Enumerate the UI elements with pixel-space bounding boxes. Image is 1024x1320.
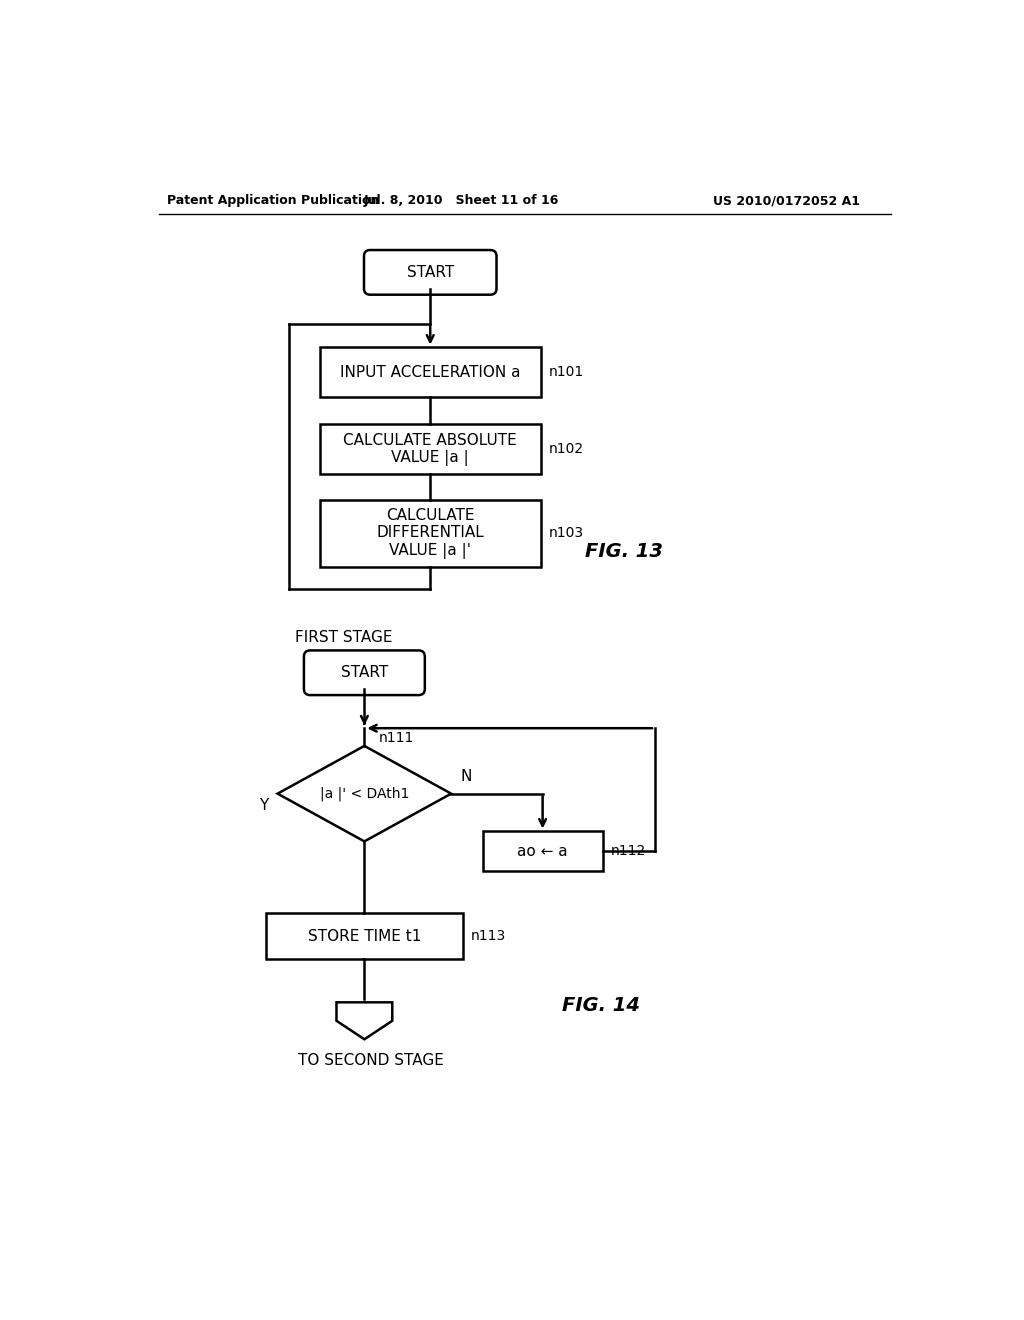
Text: FIG. 13: FIG. 13 [586, 541, 664, 561]
Text: Y: Y [259, 797, 268, 813]
Text: CALCULATE
DIFFERENTIAL
VALUE |a |': CALCULATE DIFFERENTIAL VALUE |a |' [377, 508, 484, 558]
Text: Jul. 8, 2010   Sheet 11 of 16: Jul. 8, 2010 Sheet 11 of 16 [364, 194, 559, 207]
Polygon shape [278, 746, 452, 841]
Text: TO SECOND STAGE: TO SECOND STAGE [299, 1053, 444, 1068]
Bar [319, 499, 541, 568]
Text: START: START [407, 265, 454, 280]
FancyBboxPatch shape [364, 249, 497, 294]
Text: START: START [341, 665, 388, 680]
Text: |a |' < DAth1: |a |' < DAth1 [319, 787, 409, 801]
Text: n111: n111 [378, 731, 414, 746]
Text: FIRST STAGE: FIRST STAGE [295, 630, 392, 645]
Text: n113: n113 [471, 929, 506, 942]
Text: FIG. 14: FIG. 14 [562, 995, 640, 1015]
Bar [319, 425, 541, 474]
Text: N: N [461, 770, 472, 784]
Text: n103: n103 [549, 527, 584, 540]
Bar [265, 913, 463, 960]
FancyBboxPatch shape [304, 651, 425, 696]
Text: n112: n112 [610, 845, 646, 858]
Bar [319, 347, 541, 397]
Text: n102: n102 [549, 442, 584, 457]
Bar [482, 832, 603, 871]
Polygon shape [337, 1002, 392, 1039]
Text: US 2010/0172052 A1: US 2010/0172052 A1 [713, 194, 860, 207]
Text: n101: n101 [549, 366, 584, 379]
Text: Patent Application Publication: Patent Application Publication [167, 194, 379, 207]
Text: CALCULATE ABSOLUTE
VALUE |a |: CALCULATE ABSOLUTE VALUE |a | [343, 433, 517, 466]
Text: ao ← a: ao ← a [517, 843, 568, 859]
Text: STORE TIME t1: STORE TIME t1 [307, 928, 421, 944]
Text: INPUT ACCELERATION a: INPUT ACCELERATION a [340, 364, 520, 380]
